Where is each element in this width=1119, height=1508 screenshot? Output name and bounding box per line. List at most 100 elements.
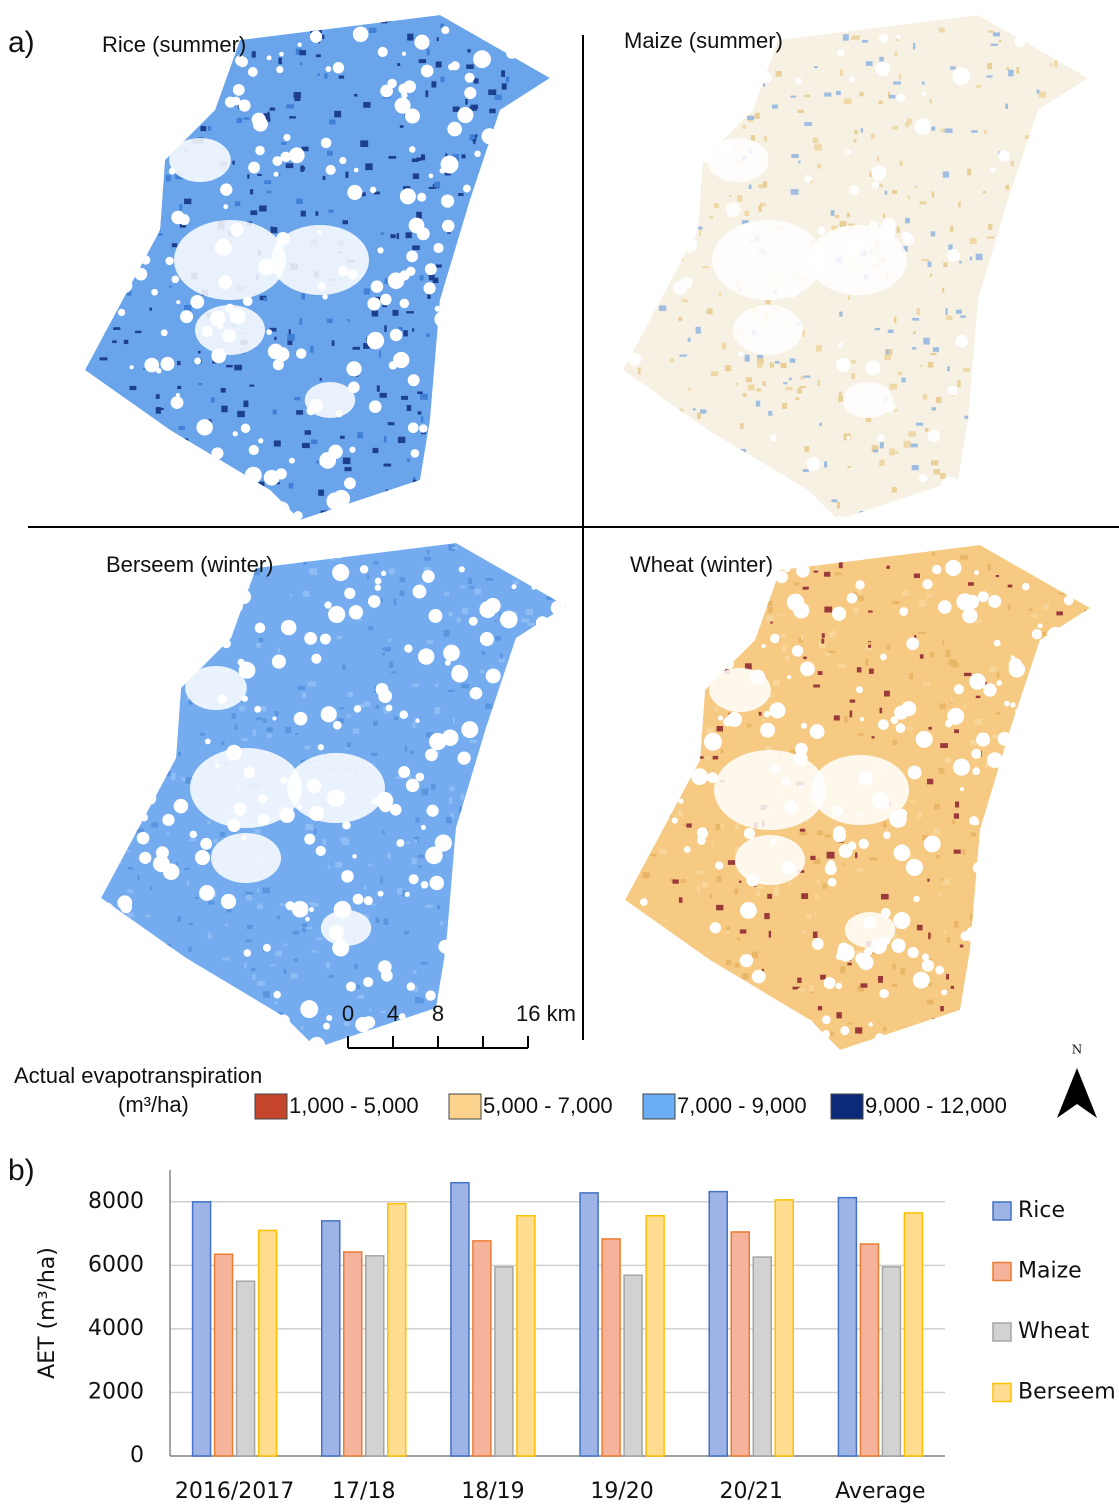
map-speck	[1070, 325, 1075, 330]
map-speck	[751, 135, 755, 141]
map-hole	[478, 301, 495, 318]
map-speck	[907, 10, 914, 15]
map-speck	[370, 502, 373, 505]
map-speck	[430, 470, 437, 477]
map-speck	[787, 509, 790, 516]
y-tick-label: 2000	[88, 1379, 144, 1404]
map-hole	[149, 75, 157, 83]
map-speck	[311, 439, 318, 444]
map-speck	[199, 1019, 205, 1022]
map-speck	[498, 363, 503, 369]
map-speck	[1029, 971, 1036, 973]
map-hole	[492, 133, 498, 139]
map-speck	[427, 550, 430, 554]
map-speck	[985, 1041, 991, 1047]
map-speck	[630, 249, 635, 254]
map-speck	[886, 566, 889, 569]
map-speck	[652, 470, 658, 472]
map-speck	[885, 191, 888, 195]
bar	[753, 1257, 771, 1456]
map-speck	[427, 294, 430, 299]
map-speck	[987, 236, 995, 238]
map-speck	[462, 608, 468, 615]
map-speck	[139, 56, 141, 61]
map-speck	[389, 661, 393, 668]
map-speck	[476, 257, 483, 260]
map	[619, 10, 1105, 536]
map-speck	[381, 232, 384, 235]
map-speck	[381, 18, 388, 23]
x-tick-label: 17/18	[332, 1479, 395, 1504]
map-speck	[121, 700, 126, 705]
map-speck	[463, 410, 465, 413]
map-speck	[641, 542, 644, 545]
map-hole	[804, 175, 812, 183]
map-hole	[879, 989, 888, 998]
map-hole	[402, 52, 406, 56]
map-speck	[412, 513, 419, 519]
map-speck	[642, 1043, 650, 1046]
map-speck	[934, 804, 939, 810]
map-hole	[118, 97, 131, 110]
map-hole	[404, 644, 412, 652]
map-speck	[478, 827, 482, 831]
map-blank	[714, 750, 826, 830]
map-speck	[523, 564, 527, 567]
map-speck	[1016, 947, 1021, 949]
map-speck	[818, 1006, 822, 1010]
map-hole	[141, 255, 150, 264]
map-speck	[993, 32, 1000, 36]
map-hole	[817, 227, 825, 235]
map-hole	[787, 675, 791, 679]
map-hole	[408, 1050, 415, 1057]
map-speck	[549, 259, 552, 261]
map-hole	[249, 21, 262, 34]
map-speck	[938, 768, 944, 774]
map-speck	[1096, 700, 1100, 703]
map-hole	[144, 140, 158, 154]
map-hole	[839, 844, 853, 858]
map-hole	[443, 485, 450, 492]
map-hole	[509, 534, 520, 545]
map-speck	[412, 721, 415, 727]
map-speck	[103, 305, 110, 311]
map-hole	[277, 1015, 290, 1028]
map-speck	[893, 601, 900, 604]
map-speck	[840, 69, 843, 75]
map-hole	[151, 289, 158, 296]
map-speck	[130, 170, 137, 176]
map-speck	[953, 484, 960, 488]
map-speck	[437, 498, 442, 503]
map-hole	[296, 348, 306, 358]
map-speck	[1088, 677, 1092, 684]
map-speck	[519, 773, 523, 778]
map-speck	[122, 1043, 129, 1050]
legend-label: 7,000 - 9,000	[677, 1093, 807, 1118]
map-speck	[1054, 459, 1061, 463]
map-speck	[720, 20, 723, 23]
map-speck	[531, 216, 537, 219]
map-hole	[326, 165, 336, 175]
map-speck	[766, 601, 773, 607]
map-speck	[105, 410, 111, 416]
map-hole	[675, 691, 684, 700]
map-hole	[347, 185, 362, 200]
map-speck	[946, 316, 952, 321]
map-speck	[755, 113, 760, 119]
map-speck	[516, 677, 524, 681]
map-speck	[797, 388, 802, 394]
map-speck	[499, 151, 505, 155]
map-speck	[400, 577, 405, 582]
map-speck	[503, 132, 507, 138]
map-speck	[381, 1011, 386, 1013]
map-speck	[1092, 608, 1098, 613]
map-speck	[1080, 1032, 1084, 1036]
map-speck	[988, 564, 992, 570]
y-axis-label: AET (m³/ha)	[35, 1247, 60, 1379]
map-speck	[154, 84, 160, 90]
map-hole	[974, 570, 979, 575]
map-speck	[956, 310, 962, 314]
map-hole	[523, 948, 533, 958]
map-hole	[326, 1015, 332, 1021]
map-hole	[509, 883, 517, 891]
